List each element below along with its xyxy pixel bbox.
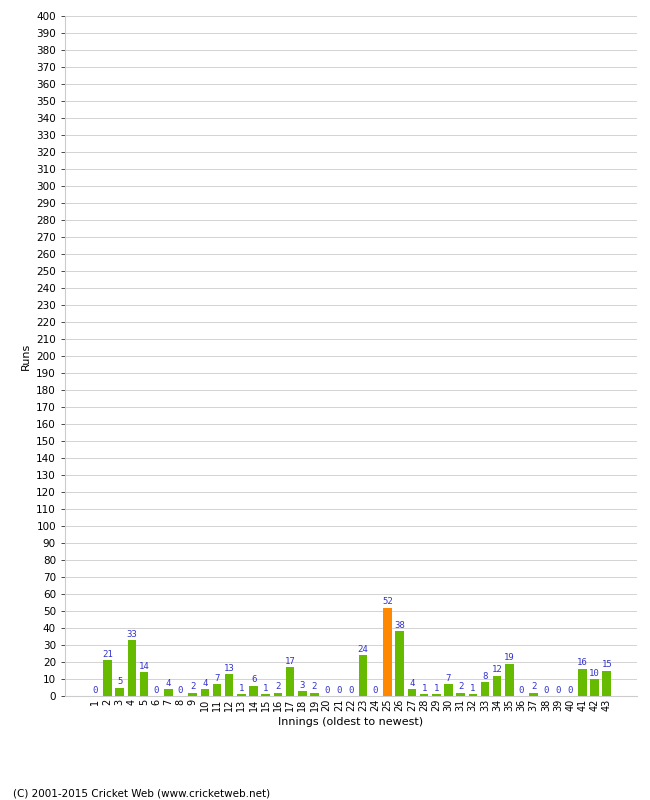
Text: (C) 2001-2015 Cricket Web (www.cricketweb.net): (C) 2001-2015 Cricket Web (www.cricketwe… <box>13 788 270 798</box>
Bar <box>408 689 416 696</box>
Bar <box>298 691 307 696</box>
Text: 1: 1 <box>470 684 475 693</box>
Bar <box>420 694 428 696</box>
Bar <box>590 679 599 696</box>
Text: 1: 1 <box>239 684 244 693</box>
Bar <box>188 693 197 696</box>
Bar <box>578 669 587 696</box>
Text: 10: 10 <box>589 669 600 678</box>
Text: 0: 0 <box>519 686 524 694</box>
Text: 21: 21 <box>102 650 113 659</box>
Bar <box>505 664 514 696</box>
Y-axis label: Runs: Runs <box>21 342 31 370</box>
Text: 0: 0 <box>372 686 378 694</box>
Bar <box>115 687 124 696</box>
Text: 7: 7 <box>214 674 220 682</box>
Text: 0: 0 <box>543 686 549 694</box>
Text: 2: 2 <box>190 682 196 691</box>
Text: 14: 14 <box>138 662 150 671</box>
Bar <box>432 694 441 696</box>
Text: 3: 3 <box>300 681 305 690</box>
Bar <box>127 640 136 696</box>
Text: 0: 0 <box>324 686 330 694</box>
Text: 38: 38 <box>395 621 405 630</box>
Text: 0: 0 <box>336 686 341 694</box>
Text: 0: 0 <box>153 686 159 694</box>
Bar <box>261 694 270 696</box>
Text: 17: 17 <box>285 657 296 666</box>
Bar <box>395 631 404 696</box>
Text: 52: 52 <box>382 598 393 606</box>
Text: 0: 0 <box>92 686 98 694</box>
Bar <box>456 693 465 696</box>
Text: 13: 13 <box>224 663 235 673</box>
Bar <box>140 672 148 696</box>
Text: 16: 16 <box>577 658 588 667</box>
Bar <box>250 686 258 696</box>
Text: 0: 0 <box>348 686 354 694</box>
Text: 19: 19 <box>504 654 515 662</box>
Bar <box>444 684 452 696</box>
Text: 2: 2 <box>275 682 281 691</box>
Text: 15: 15 <box>601 660 612 669</box>
Bar <box>603 670 611 696</box>
Bar <box>359 655 367 696</box>
Bar <box>286 667 294 696</box>
Bar <box>103 660 112 696</box>
Text: 4: 4 <box>202 679 207 688</box>
Bar <box>225 674 233 696</box>
Bar <box>274 693 282 696</box>
Text: 6: 6 <box>251 675 256 685</box>
Bar <box>201 689 209 696</box>
Bar <box>237 694 246 696</box>
Text: 2: 2 <box>458 682 463 691</box>
Bar <box>213 684 221 696</box>
Bar <box>493 675 501 696</box>
Bar <box>164 689 173 696</box>
Bar <box>481 682 489 696</box>
Text: 1: 1 <box>421 684 427 693</box>
Text: 0: 0 <box>555 686 561 694</box>
Text: 2: 2 <box>312 682 317 691</box>
Text: 0: 0 <box>178 686 183 694</box>
Text: 7: 7 <box>446 674 451 682</box>
Bar <box>469 694 477 696</box>
Text: 2: 2 <box>531 682 536 691</box>
Text: 24: 24 <box>358 645 369 654</box>
Text: 8: 8 <box>482 672 488 681</box>
Text: 1: 1 <box>434 684 439 693</box>
Text: 12: 12 <box>492 666 502 674</box>
Text: 33: 33 <box>126 630 137 638</box>
Text: 5: 5 <box>117 677 122 686</box>
Bar <box>310 693 318 696</box>
X-axis label: Innings (oldest to newest): Innings (oldest to newest) <box>278 717 424 727</box>
Text: 1: 1 <box>263 684 268 693</box>
Bar <box>384 608 392 696</box>
Text: 0: 0 <box>567 686 573 694</box>
Text: 4: 4 <box>166 679 171 688</box>
Bar <box>529 693 538 696</box>
Text: 4: 4 <box>410 679 415 688</box>
